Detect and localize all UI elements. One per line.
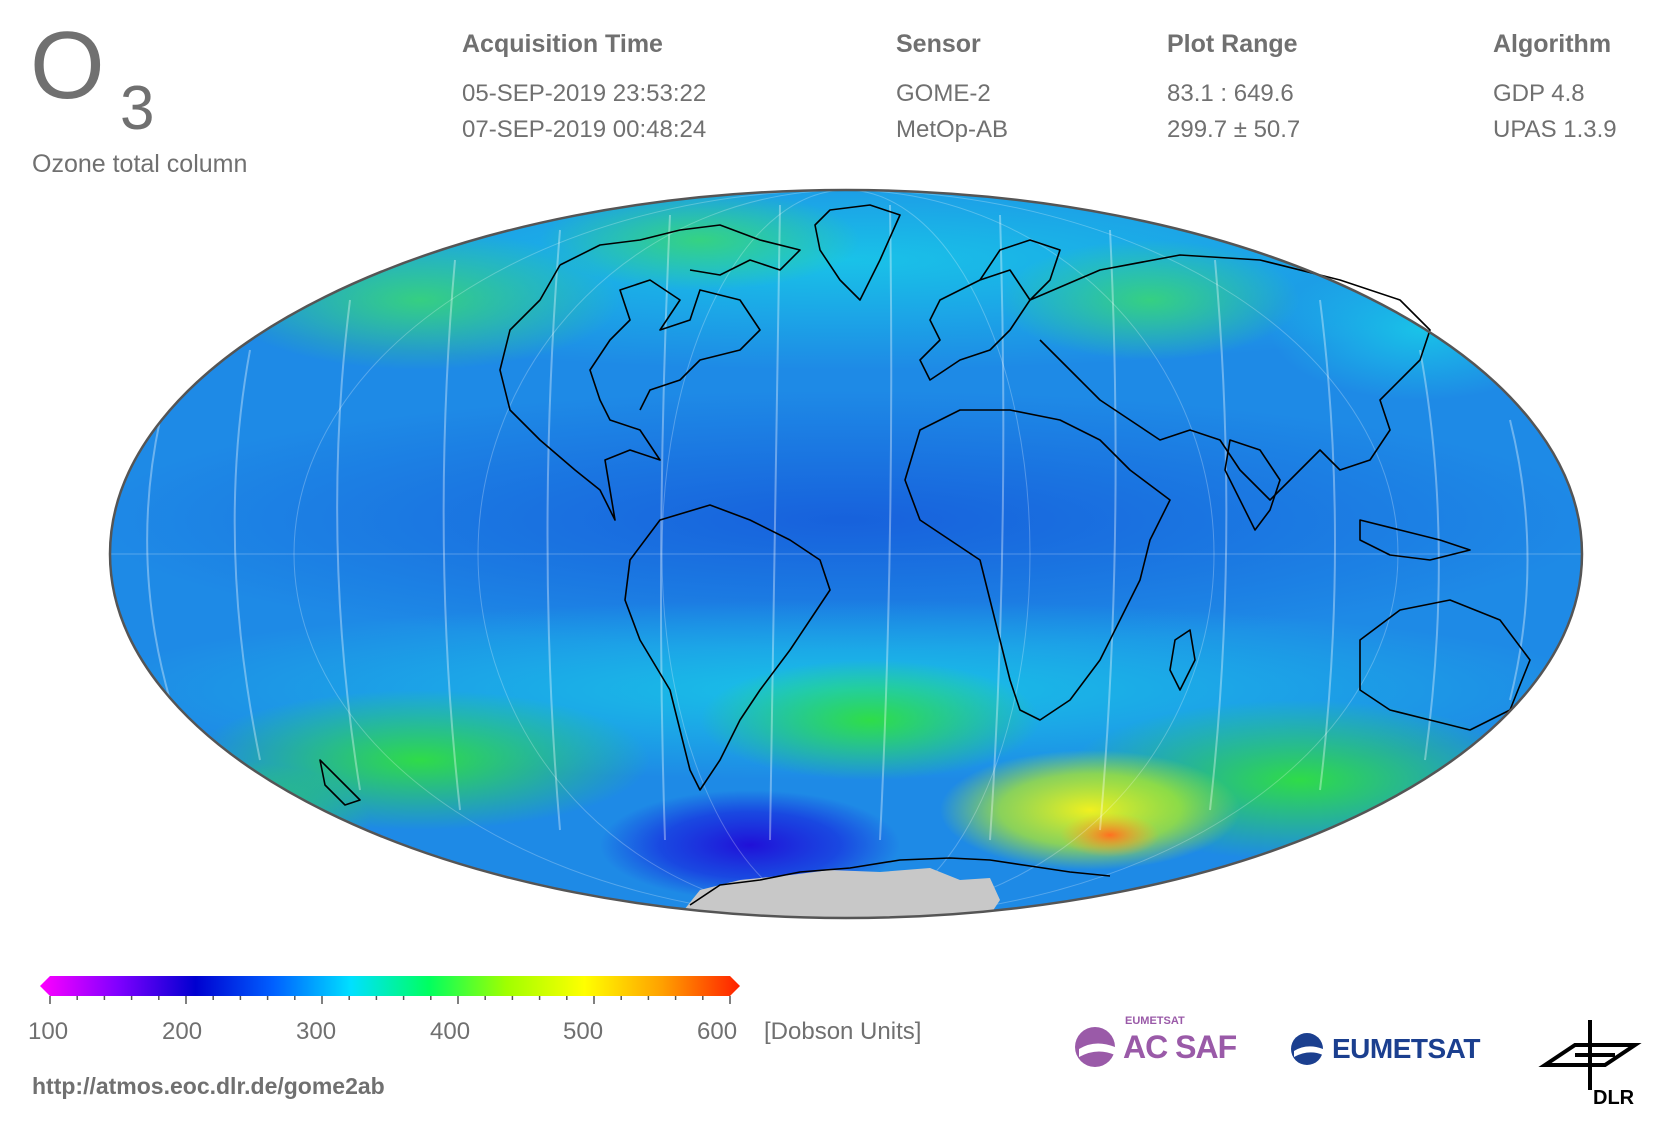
colorbar-tick-400: 400 bbox=[430, 1018, 471, 1045]
source-url[interactable]: http://atmos.eoc.dlr.de/gome2ab bbox=[32, 1073, 385, 1099]
madagascar-coast bbox=[1169, 629, 1196, 691]
acquisition-start: 05-SEP-2019 23:53:22 bbox=[462, 80, 707, 107]
eumetsat-logo-text: EUMETSAT bbox=[1332, 1033, 1480, 1064]
ozone-subtitle: Ozone total column bbox=[32, 150, 248, 178]
plot-range-header: Plot Range bbox=[1167, 30, 1298, 58]
ozone-world-map bbox=[108, 188, 1584, 920]
india-coast bbox=[1224, 439, 1281, 531]
colorbar-tick-200: 200 bbox=[162, 1018, 203, 1045]
algorithm-header: Algorithm bbox=[1493, 30, 1612, 58]
colorbar-gradient bbox=[40, 976, 740, 996]
acquisition-time-header: Acquisition Time bbox=[462, 30, 663, 58]
acsaf-logo-text: AC SAF bbox=[1123, 1029, 1237, 1065]
eumetsat-logo: EUMETSAT bbox=[1290, 1030, 1490, 1074]
coastlines bbox=[319, 204, 1531, 906]
globe-outline bbox=[108, 188, 1584, 920]
plot-range-mean: 299.7 ± 50.7 bbox=[1167, 116, 1301, 143]
canada-arctic-coast bbox=[559, 224, 801, 276]
acquisition-end: 07-SEP-2019 00:48:24 bbox=[462, 116, 707, 143]
plot-range-minmax: 83.1 : 649.6 bbox=[1167, 80, 1294, 107]
ozone-title-subscript: 3 bbox=[120, 74, 155, 143]
colorbar-tick-100: 100 bbox=[28, 1018, 69, 1045]
indonesia-coast bbox=[1359, 519, 1471, 561]
sensor-platform: MetOp-AB bbox=[896, 116, 1009, 143]
dlr-logo-icon bbox=[1538, 1020, 1642, 1090]
colorbar bbox=[40, 976, 740, 1004]
scandinavia-coast bbox=[979, 239, 1061, 301]
europe-coast bbox=[919, 269, 1031, 381]
graticule bbox=[110, 190, 1582, 918]
south-america-coast bbox=[624, 504, 831, 791]
antarctica-coast bbox=[689, 857, 1111, 906]
colorbar-tick-600: 600 bbox=[697, 1018, 738, 1045]
dlr-logo-text: DLR bbox=[1593, 1087, 1635, 1109]
sensor-header: Sensor bbox=[896, 30, 981, 58]
ozone-field bbox=[110, 190, 1582, 918]
north-america-coast bbox=[499, 264, 761, 521]
dlr-logo: DLR bbox=[1535, 1015, 1645, 1115]
acsaf-logo-small-text: EUMETSAT bbox=[1125, 1015, 1185, 1027]
algorithm-gdp: GDP 4.8 bbox=[1493, 80, 1585, 107]
acsaf-logo: EUMETSAT AC SAF bbox=[1073, 1015, 1243, 1075]
acsaf-logo-icon bbox=[1075, 1027, 1115, 1067]
swath-seams bbox=[146, 204, 1529, 841]
colorbar-tick-500: 500 bbox=[563, 1018, 604, 1045]
eumetsat-logo-icon bbox=[1291, 1033, 1323, 1065]
asia-coast bbox=[1029, 254, 1431, 501]
africa-coast bbox=[904, 409, 1171, 721]
ozone-title-symbol: O bbox=[30, 12, 105, 119]
colorbar-units: [Dobson Units] bbox=[764, 1018, 922, 1045]
colorbar-tick-300: 300 bbox=[296, 1018, 337, 1045]
new-zealand-coast bbox=[319, 759, 361, 806]
sensor-name: GOME-2 bbox=[896, 80, 991, 107]
greenland-coast bbox=[814, 204, 901, 301]
algorithm-upas: UPAS 1.3.9 bbox=[1493, 116, 1617, 143]
